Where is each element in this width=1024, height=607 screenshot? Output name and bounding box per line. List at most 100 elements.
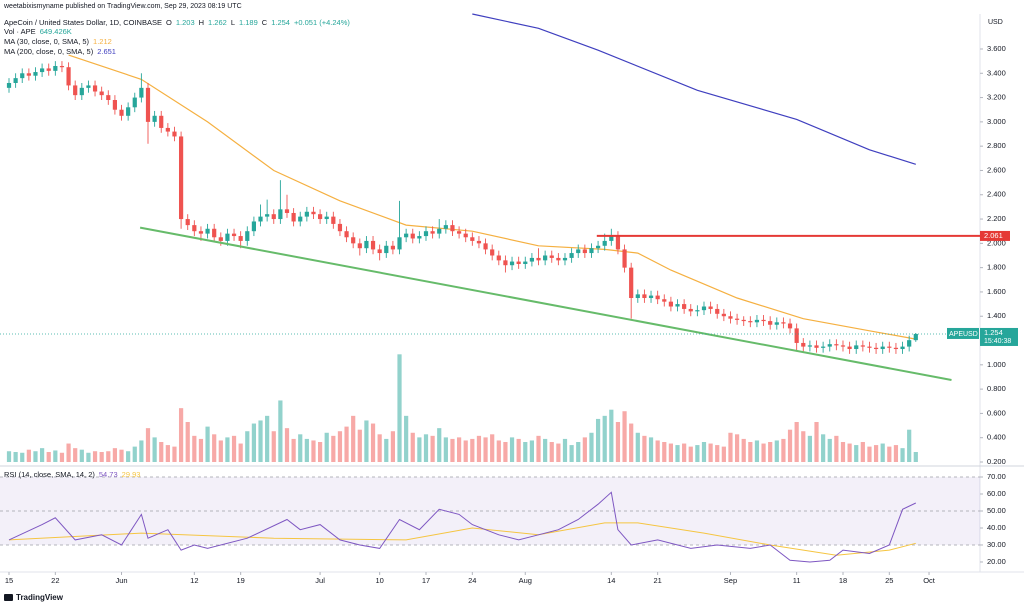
candle-body: [317, 214, 323, 220]
volume-bar: [404, 415, 409, 462]
volume-bar: [701, 442, 707, 462]
volume-bar: [46, 452, 51, 462]
candle-body: [589, 248, 594, 254]
candle-body: [79, 87, 84, 96]
volume-bar: [245, 431, 250, 462]
y-tick-label: 2.400: [987, 190, 1006, 199]
candle-body: [172, 131, 177, 137]
volume-bar: [807, 435, 812, 462]
candle-body: [741, 319, 746, 322]
y-tick-label: 2.600: [987, 165, 1006, 174]
candle-body: [543, 255, 548, 261]
legend-row: RSI (14, close, SMA, 14, 2) 54.73 29.93: [4, 470, 140, 479]
candle-body: [53, 65, 58, 71]
volume-bar: [390, 431, 396, 462]
candle-body: [662, 299, 667, 302]
volume-bar: [629, 423, 634, 462]
candle-body: [132, 97, 137, 108]
volume-bar: [251, 423, 257, 462]
volume-bar: [893, 445, 899, 462]
legend-item: 1.189: [239, 18, 258, 27]
candle-body: [231, 233, 237, 237]
volume-bar: [668, 443, 673, 462]
y-tick-label: 3.600: [987, 44, 1006, 53]
volume-bar: [509, 437, 515, 462]
legend-item: MA (30, close, 0, SMA, 5): [4, 37, 90, 46]
candle-body: [119, 109, 124, 116]
candle-body: [126, 107, 131, 116]
volume-bar: [854, 445, 859, 462]
volume-bar: [337, 431, 343, 462]
candle-body: [6, 82, 12, 88]
volume-bar: [304, 438, 309, 462]
legend-item: 1.203: [176, 18, 195, 27]
moving-average: [68, 54, 916, 340]
symbol-tag-label: APEUSD: [949, 331, 978, 338]
candle-body: [205, 228, 210, 234]
volume-bar: [456, 437, 462, 462]
candle-body: [748, 321, 753, 323]
candle-body: [59, 65, 65, 68]
x-tick-label: Sep: [724, 576, 737, 585]
candle-body: [271, 214, 276, 220]
volume-bar: [192, 435, 197, 462]
candle-body: [251, 221, 257, 232]
y-tick-label: 0.400: [987, 433, 1006, 442]
candle-body: [86, 85, 91, 88]
volume-bar: [801, 431, 806, 462]
candle-body: [655, 295, 660, 300]
candle-body: [278, 209, 283, 220]
y-tick-label: 1.800: [987, 263, 1006, 272]
candle-body: [46, 68, 51, 71]
candle-body: [159, 115, 164, 128]
volume-bar: [675, 445, 680, 462]
y-tick-label: 3.000: [987, 117, 1006, 126]
volume-bar: [913, 452, 918, 462]
candle-body: [840, 345, 846, 347]
volume-bar: [867, 446, 872, 462]
candle-body: [701, 306, 707, 311]
volume-bar: [873, 445, 879, 462]
candle-body: [569, 253, 574, 258]
volume-bar: [53, 450, 58, 462]
volume-bar: [556, 443, 561, 462]
volume-bar: [351, 415, 356, 462]
candle-body: [13, 78, 18, 83]
volume-bar: [139, 440, 144, 462]
x-tick-label: 15: [5, 576, 13, 585]
volume-bar: [787, 429, 793, 462]
candle-body: [265, 214, 270, 217]
legend-item: 2.651: [97, 47, 116, 56]
x-tick-label: 18: [839, 576, 847, 585]
candle-body: [331, 216, 336, 224]
price-tag-countdown: 15:40:38: [984, 338, 1011, 345]
candle-body: [66, 67, 71, 86]
candle-body: [139, 87, 144, 98]
volume-bar: [543, 438, 548, 462]
legend-row: MA (30, close, 0, SMA, 5) 1.212: [4, 37, 112, 46]
volume-bar: [642, 435, 647, 462]
candle-body: [470, 237, 475, 241]
candle-body: [496, 255, 501, 261]
volume-bar: [688, 446, 693, 462]
legend-item: 1.254: [271, 18, 290, 27]
y-tick-label: 3.400: [987, 68, 1006, 77]
volume-bar: [589, 432, 594, 462]
candle-body: [536, 257, 541, 261]
candle-body: [708, 306, 713, 309]
y-tick-label: 0.800: [987, 384, 1006, 393]
candle-body: [364, 240, 369, 249]
candle-body: [423, 231, 429, 237]
volume-bar: [397, 354, 402, 462]
volume-bar: [496, 440, 501, 462]
candle-body: [258, 216, 263, 222]
candle-body: [410, 233, 415, 239]
volume-bar: [768, 442, 773, 462]
candle-body: [768, 321, 773, 325]
volume-bar: [900, 448, 905, 462]
candle-body: [106, 95, 111, 101]
candle-body: [112, 100, 118, 110]
volume-bar: [357, 429, 362, 462]
volume-bar: [99, 452, 104, 462]
candle-body: [821, 346, 826, 348]
